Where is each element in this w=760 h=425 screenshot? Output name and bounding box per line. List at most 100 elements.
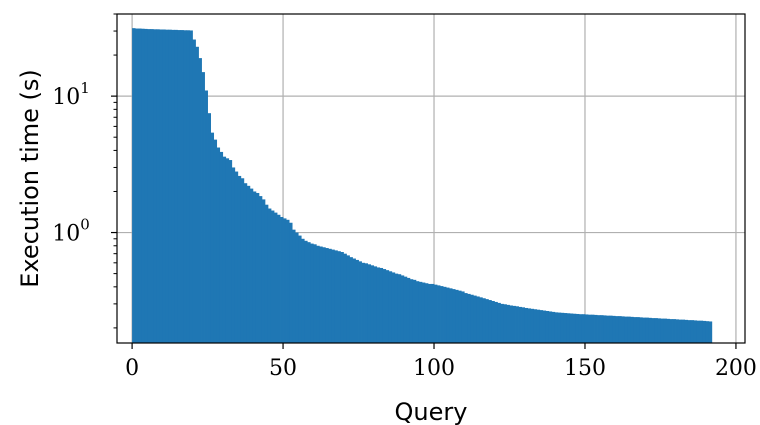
bar	[440, 286, 444, 343]
x-tick-label: 100	[413, 356, 455, 381]
bar	[252, 191, 257, 343]
bar	[612, 315, 616, 343]
bar	[385, 270, 390, 343]
bar	[657, 318, 661, 343]
bar	[648, 317, 652, 343]
bar	[551, 311, 556, 343]
bar	[539, 310, 544, 343]
bar	[479, 297, 483, 343]
bar	[630, 316, 634, 343]
bar	[491, 300, 495, 343]
bar	[246, 185, 251, 343]
bar	[310, 243, 314, 343]
bar	[249, 188, 254, 343]
bar	[518, 306, 522, 343]
bar	[382, 269, 387, 343]
bar	[141, 28, 145, 344]
bar	[563, 313, 568, 343]
bar	[216, 147, 221, 343]
bar	[325, 248, 329, 343]
bar	[554, 312, 559, 343]
bar	[231, 167, 236, 343]
bar	[678, 319, 682, 343]
bar	[270, 210, 275, 343]
bar	[675, 319, 679, 343]
bar	[319, 246, 323, 343]
bar	[415, 281, 420, 343]
bar	[337, 251, 341, 343]
bar	[654, 318, 658, 343]
bar	[304, 240, 308, 343]
bar	[494, 301, 498, 343]
bar	[334, 250, 338, 343]
bar	[427, 283, 432, 343]
bar	[240, 178, 245, 343]
bar	[512, 305, 516, 343]
bar	[636, 317, 640, 343]
bar	[455, 289, 459, 343]
bar	[274, 212, 278, 343]
bar	[132, 28, 136, 343]
bar	[597, 315, 601, 343]
bar	[267, 208, 272, 343]
bar	[645, 317, 649, 343]
bar	[708, 321, 713, 343]
y-tick-label: 101	[52, 79, 90, 110]
bar	[379, 267, 384, 343]
bar	[171, 29, 175, 344]
bar	[328, 248, 332, 343]
bar	[153, 29, 157, 344]
bar	[307, 242, 311, 343]
bar	[243, 183, 248, 343]
bar	[443, 286, 447, 343]
bar	[424, 283, 429, 343]
bar	[298, 235, 302, 343]
x-tick-label: 200	[715, 356, 757, 381]
bar	[557, 312, 562, 343]
bar	[651, 318, 655, 343]
bar	[403, 276, 408, 343]
bar	[213, 139, 218, 343]
bar	[168, 29, 172, 344]
x-tick-label: 150	[564, 356, 606, 381]
bar	[548, 311, 553, 343]
bar	[388, 271, 393, 343]
bar	[186, 30, 190, 344]
bar	[198, 58, 202, 343]
bar	[437, 285, 441, 343]
bar	[588, 314, 592, 343]
bar	[609, 315, 613, 343]
bar	[515, 306, 519, 343]
bar	[578, 314, 583, 343]
bar	[346, 255, 350, 343]
bar	[409, 279, 414, 343]
bar	[261, 199, 266, 343]
bar	[458, 290, 462, 343]
bar	[189, 30, 193, 343]
bar	[280, 217, 284, 343]
bar	[684, 319, 689, 343]
bar	[135, 28, 139, 343]
bar	[234, 171, 239, 343]
bar	[373, 266, 378, 343]
bar	[340, 252, 344, 343]
bar	[581, 314, 586, 343]
bar	[470, 294, 474, 343]
bar	[452, 289, 456, 343]
y-tick-label: 100	[52, 216, 90, 247]
bar	[286, 219, 290, 343]
bar	[159, 29, 163, 344]
bar	[258, 196, 263, 343]
bar	[361, 262, 365, 343]
bar	[292, 229, 296, 343]
bar	[663, 318, 667, 343]
bar	[355, 259, 359, 343]
bar	[370, 265, 375, 343]
bar	[358, 261, 362, 343]
bar	[687, 320, 692, 343]
bar	[702, 320, 707, 343]
bar	[705, 321, 710, 343]
bar	[600, 315, 604, 343]
bar	[690, 320, 695, 343]
